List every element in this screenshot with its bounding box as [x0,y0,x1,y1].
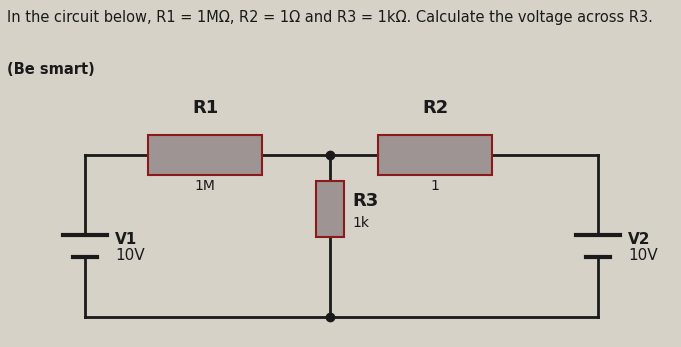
Text: In the circuit below, R1 = 1MΩ, R2 = 1Ω and R3 = 1kΩ. Calculate the voltage acro: In the circuit below, R1 = 1MΩ, R2 = 1Ω … [7,10,652,25]
Text: R3: R3 [352,192,378,210]
Bar [148,135,262,175]
Text: 1k: 1k [352,216,369,230]
Text: R2: R2 [422,99,448,117]
Text: V1: V1 [115,231,138,246]
Text: V2: V2 [628,231,650,246]
Text: R1: R1 [192,99,218,117]
Text: 10V: 10V [628,247,658,262]
Text: (Be smart): (Be smart) [7,62,95,77]
Text: 1: 1 [430,179,439,193]
Bar [316,181,344,237]
Bar [378,135,492,175]
Text: 10V: 10V [115,247,144,262]
Text: 1M: 1M [195,179,215,193]
